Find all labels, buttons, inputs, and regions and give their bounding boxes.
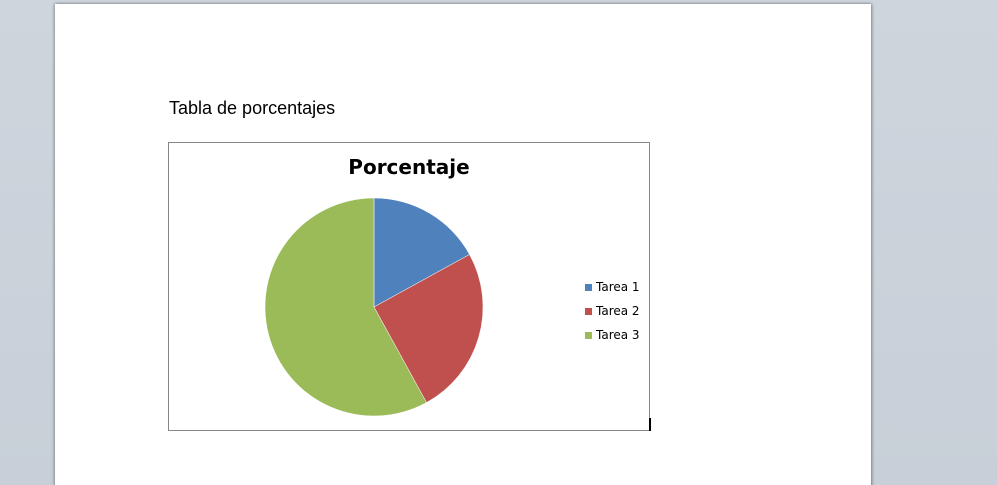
legend-swatch — [585, 307, 592, 315]
text-cursor — [649, 418, 651, 431]
legend-item-2[interactable]: Tarea 2 — [585, 299, 640, 323]
legend-item-1[interactable]: Tarea 1 — [585, 275, 640, 299]
chart-legend: Tarea 1 Tarea 2 Tarea 3 — [585, 275, 640, 347]
pie-plot-area — [264, 197, 484, 417]
pie-slice-3[interactable] — [264, 197, 427, 417]
document-heading: Tabla de porcentajes — [169, 98, 336, 118]
pie-slice-1[interactable] — [373, 197, 470, 308]
legend-label: Tarea 2 — [596, 304, 640, 318]
legend-item-3[interactable]: Tarea 3 — [585, 323, 640, 347]
pie-slice-2[interactable] — [373, 254, 484, 403]
pie-chart[interactable]: Porcentaje Tarea 1 Tarea 2 Tarea 3 — [168, 142, 650, 431]
legend-swatch — [585, 283, 592, 291]
legend-label: Tarea 3 — [596, 328, 640, 342]
legend-swatch — [585, 331, 592, 339]
chart-title: Porcentaje — [348, 155, 470, 179]
legend-label: Tarea 1 — [596, 280, 640, 294]
